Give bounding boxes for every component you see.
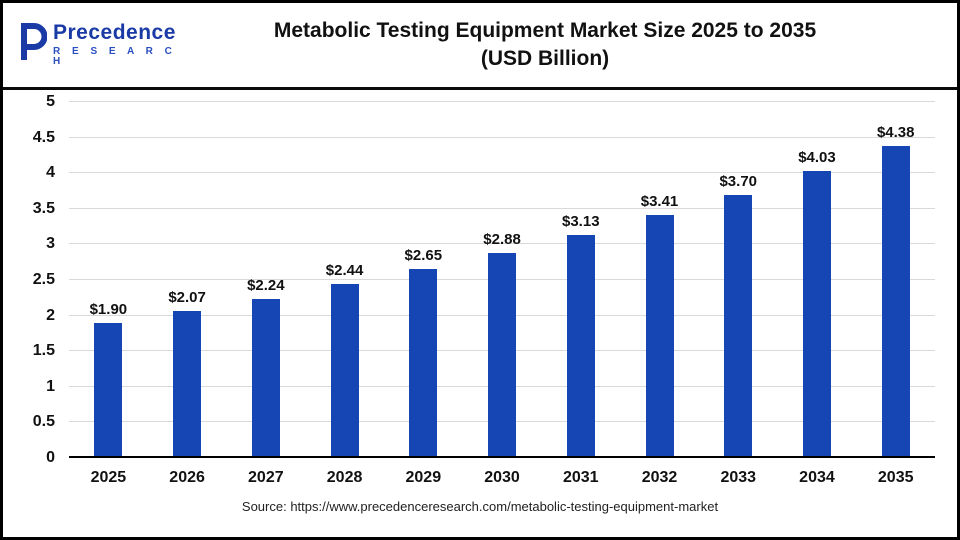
- y-axis: 0 0.5 1 1.5 2 2.5 3 3.5 4 4.5 5: [13, 93, 63, 466]
- bar: [881, 146, 910, 458]
- bar: [724, 194, 753, 458]
- y-tick-label: 4: [46, 164, 55, 182]
- bar-group: $1.90: [69, 102, 148, 458]
- x-tick-label: 2031: [562, 469, 599, 486]
- x-tick-label: 2034: [799, 469, 835, 486]
- y-tick-label: 1: [46, 377, 55, 395]
- bar-value-label: $4.03: [798, 149, 836, 167]
- gridline: [69, 243, 935, 245]
- bar-value-label: $3.13: [562, 213, 600, 231]
- bar: [173, 310, 202, 458]
- x-tick-label: 2028: [326, 469, 363, 486]
- bar: [409, 269, 438, 458]
- bars-row: $1.90 $2.07 $2.24 $2.44 $2.65 $2.88 $3.13 $3.41…: [69, 102, 935, 458]
- logo-brand: Precedence: [53, 21, 176, 45]
- bar-group: $2.24: [226, 102, 305, 458]
- source-text: Source: https://www.precedenceresearch.c…: [241, 499, 719, 514]
- footer: Source: https://www.precedenceresearch.c…: [3, 498, 957, 516]
- x-tick-label: 2030: [484, 469, 520, 486]
- gridline: [69, 207, 935, 209]
- y-tick-label: 3.5: [32, 199, 55, 217]
- bar: [488, 252, 517, 458]
- chart-title-line1: Metabolic Testing Equipment Market Size …: [273, 18, 817, 42]
- bar-group: $3.70: [699, 102, 778, 458]
- y-tick-label: 4.5: [32, 128, 55, 146]
- x-tick-label: 2026: [169, 469, 205, 486]
- bar-value-label: $3.41: [640, 193, 679, 211]
- y-tick-label: 0.5: [32, 413, 55, 431]
- precedence-logo: Precedence R E S E A R C H: [17, 22, 177, 67]
- x-tick-label: 2035: [877, 469, 914, 486]
- bar-value-label: $2.88: [483, 230, 521, 248]
- bar-group: $3.41: [620, 102, 699, 458]
- bar-value-label: $4.38: [876, 124, 915, 142]
- y-tick-label: 5: [46, 93, 55, 110]
- x-tick-label: 2025: [90, 469, 127, 486]
- bar-group: $2.88: [463, 102, 542, 458]
- plot-area: $1.90 $2.07 $2.24 $2.44 $2.65 $2.88 $3.13 $3.41…: [69, 101, 935, 458]
- y-tick-label: 3: [46, 235, 55, 253]
- bar-value-label: $2.65: [404, 247, 443, 265]
- x-axis-line: [69, 456, 935, 458]
- bar: [94, 322, 123, 458]
- bar-group: $3.13: [541, 102, 620, 458]
- gridline: [69, 136, 935, 138]
- gridline: [69, 172, 935, 174]
- x-tick-label: 2027: [248, 469, 284, 486]
- y-tick-label: 2: [46, 306, 55, 324]
- x-tick-label: 2029: [405, 469, 442, 486]
- bar-value-label: $2.24: [247, 276, 285, 294]
- bar-value-label: $3.70: [719, 172, 758, 190]
- bar-value-label: $2.44: [325, 262, 364, 280]
- gridline: [69, 101, 935, 102]
- bar-group: $2.44: [305, 102, 384, 458]
- x-axis: 2025 2026 2027 2028 2029 2030 2031 2032 2033 2034…: [69, 458, 935, 498]
- logo-subtitle: R E S E A R C H: [53, 45, 177, 68]
- bar-value-label: $1.90: [89, 300, 128, 318]
- y-tick-label: 0: [46, 449, 55, 466]
- bar: [566, 235, 595, 458]
- header: Precedence R E S E A R C H Metabolic Tes…: [3, 3, 957, 90]
- y-tick-label: 2.5: [32, 271, 55, 288]
- bar-group: $4.03: [778, 102, 857, 458]
- bar-value-label: $2.07: [168, 288, 206, 306]
- bar-group: $2.65: [384, 102, 463, 458]
- bar: [645, 215, 674, 458]
- bar: [802, 171, 831, 458]
- logo-text: Precedence R E S E A R C H: [53, 22, 177, 67]
- y-tick-label: 1.5: [32, 342, 55, 360]
- bar-group: $2.07: [148, 102, 227, 458]
- bar: [330, 284, 359, 458]
- bar-group: $4.38: [856, 102, 935, 458]
- bar-chart: 0 0.5 1 1.5 2 2.5 3 3.5 4 4.5 5 $1.90 $2.07 $2.24 $2.…: [13, 93, 935, 498]
- chart-title: Metabolic Testing Equipment Market Size …: [177, 17, 943, 74]
- chart-title-line2: (USD Billion): [480, 47, 610, 70]
- x-tick-label: 2033: [720, 469, 757, 486]
- logo-p-icon: [17, 22, 48, 67]
- x-tick-label: 2032: [641, 469, 678, 486]
- bar: [251, 298, 280, 458]
